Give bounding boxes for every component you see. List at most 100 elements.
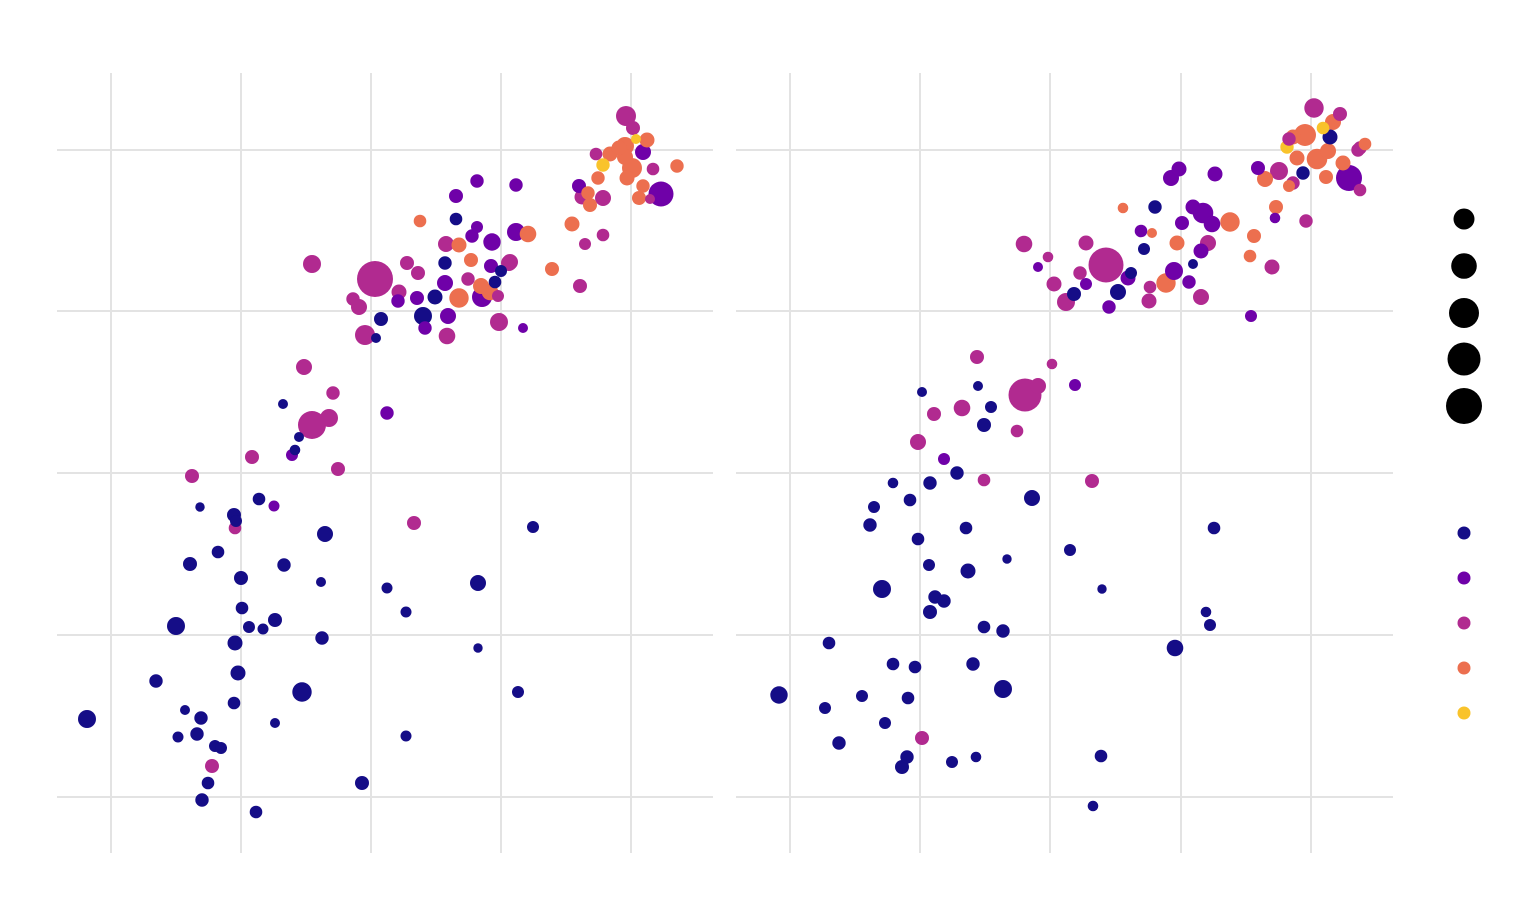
- data-point: [626, 121, 640, 135]
- data-point: [201, 776, 215, 790]
- data-point: [230, 665, 246, 681]
- data-point: [438, 236, 454, 252]
- data-point: [1069, 379, 1081, 391]
- data-point: [1110, 284, 1126, 300]
- data-point: [959, 521, 973, 535]
- data-point: [977, 620, 991, 634]
- data-point: [473, 278, 489, 294]
- data-point: [346, 292, 360, 306]
- data-point: [1030, 378, 1046, 394]
- data-point: [512, 686, 524, 698]
- data-point: [414, 307, 432, 325]
- data-point: [977, 418, 991, 432]
- data-point: [492, 290, 504, 302]
- data-point: [1073, 266, 1087, 280]
- data-point: [149, 674, 163, 688]
- data-point: [418, 321, 432, 335]
- data-point: [960, 563, 976, 579]
- data-point: [1175, 216, 1189, 230]
- data-point: [1335, 155, 1351, 171]
- data-point: [183, 557, 197, 571]
- data-point: [180, 705, 190, 715]
- data-point: [257, 623, 269, 635]
- data-point: [381, 582, 393, 594]
- data-point: [887, 477, 899, 489]
- data-point: [296, 359, 312, 375]
- data-point: [819, 702, 831, 714]
- data-point: [595, 190, 611, 206]
- data-point: [1264, 259, 1280, 275]
- data-point: [355, 325, 375, 345]
- data-point: [770, 686, 788, 704]
- data-point: [298, 411, 326, 439]
- facet-panel-right: [736, 73, 1393, 853]
- data-point: [886, 657, 900, 671]
- data-point: [832, 736, 846, 750]
- data-point: [527, 521, 539, 533]
- data-point: [471, 221, 483, 233]
- data-point: [227, 635, 243, 651]
- data-point: [1015, 235, 1033, 253]
- data-point: [645, 194, 655, 204]
- data-point: [320, 409, 338, 427]
- data-point: [923, 476, 937, 490]
- data-point: [903, 493, 917, 507]
- data-point: [1247, 229, 1261, 243]
- data-point: [917, 387, 927, 397]
- data-point: [440, 308, 456, 324]
- data-point: [1316, 121, 1330, 135]
- data-point: [292, 682, 312, 702]
- data-point: [194, 711, 208, 725]
- data-point: [249, 805, 263, 819]
- data-point: [227, 696, 241, 710]
- data-point: [1289, 150, 1305, 166]
- data-point: [856, 690, 868, 702]
- data-point: [268, 613, 282, 627]
- data-point: [927, 407, 941, 421]
- data-point: [355, 776, 369, 790]
- data-point: [1333, 107, 1347, 121]
- data-point: [1283, 180, 1295, 192]
- data-point: [374, 312, 388, 326]
- data-point: [270, 718, 280, 728]
- data-point: [331, 462, 345, 476]
- data-point: [205, 759, 219, 773]
- data-point: [215, 742, 227, 754]
- data-point: [908, 660, 922, 674]
- data-point: [1141, 293, 1157, 309]
- data-point: [411, 266, 425, 280]
- data-point: [243, 621, 255, 633]
- data-point: [245, 450, 259, 464]
- data-point: [1353, 183, 1367, 197]
- data-point: [1188, 259, 1198, 269]
- size-legend-key: [1453, 208, 1475, 230]
- data-point: [449, 212, 463, 226]
- data-point: [470, 174, 484, 188]
- data-point: [1064, 544, 1076, 556]
- data-point: [1033, 262, 1043, 272]
- data-point: [407, 516, 421, 530]
- data-point: [211, 545, 225, 559]
- data-point: [413, 214, 427, 228]
- data-point: [185, 469, 199, 483]
- data-point: [519, 225, 537, 243]
- data-point: [172, 731, 184, 743]
- data-point: [1046, 276, 1062, 292]
- data-point: [470, 575, 486, 591]
- data-point: [938, 453, 950, 465]
- data-point: [950, 466, 964, 480]
- data-point: [619, 170, 635, 186]
- data-point: [911, 532, 925, 546]
- data-point: [1117, 202, 1129, 214]
- data-point: [581, 186, 595, 200]
- data-point: [1282, 132, 1296, 146]
- data-point: [1270, 162, 1288, 180]
- data-point: [230, 515, 242, 527]
- data-point: [495, 265, 507, 277]
- data-point: [1171, 161, 1187, 177]
- data-point: [234, 571, 248, 585]
- data-point: [1097, 584, 1107, 594]
- data-point: [1078, 235, 1094, 251]
- size-legend-key: [1447, 342, 1481, 376]
